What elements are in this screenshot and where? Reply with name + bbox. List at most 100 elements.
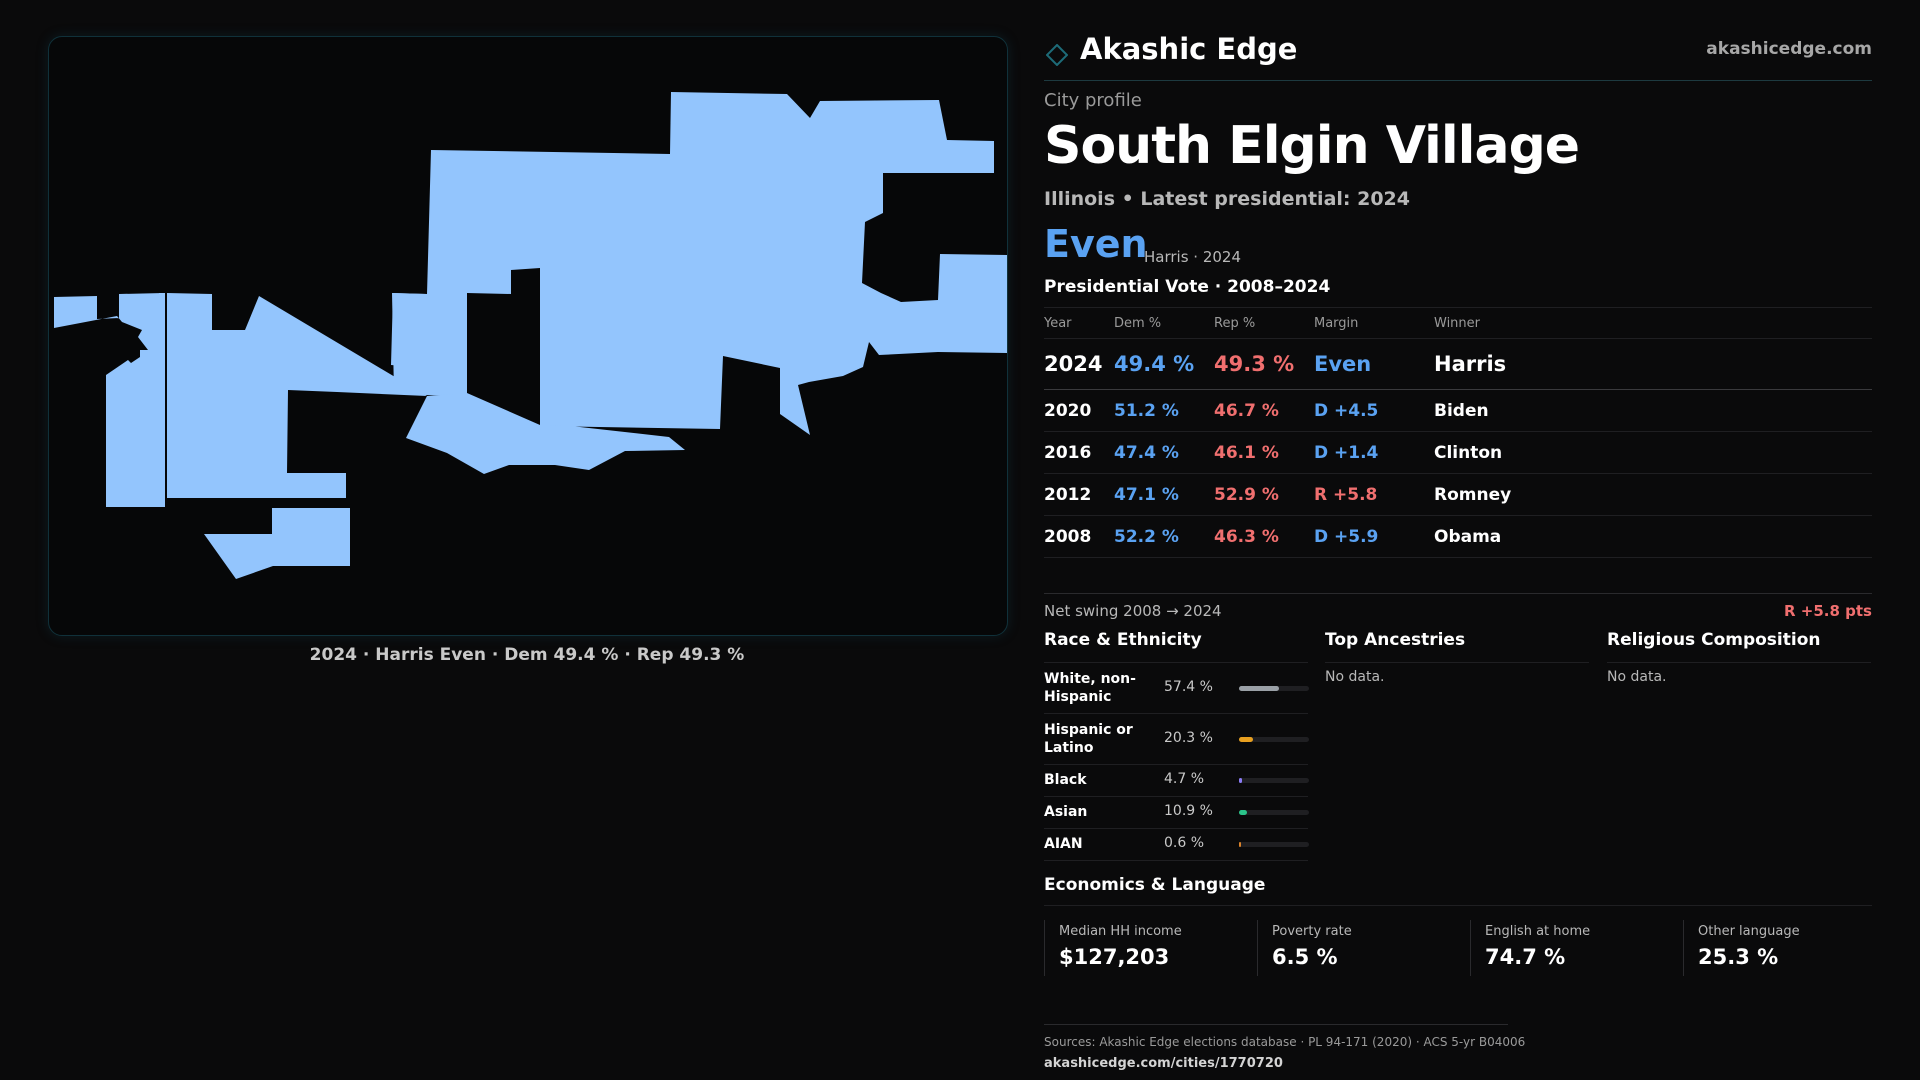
race-pct: 57.4 % (1164, 679, 1213, 695)
stat-english-at-home: English at home 74.7 % (1470, 920, 1681, 976)
table-row: 2016 47.4 % 46.1 % D +1.4 Clinton (1044, 431, 1872, 474)
race-row-hispanic: Hispanic or Latino 20.3 % (1044, 714, 1309, 765)
cell-dem: 49.4 % (1114, 338, 1214, 390)
footer-divider (1044, 1024, 1508, 1025)
cell-margin: R +5.8 (1314, 473, 1434, 516)
sources-note: Sources: Akashic Edge elections database… (1044, 1035, 1526, 1049)
race-ethnicity-section: Race & Ethnicity White, non-Hispanic 57.… (1044, 630, 1309, 861)
ancestries-section: Top Ancestries No data. (1325, 630, 1589, 685)
stat-value: 74.7 % (1485, 945, 1566, 969)
page-title: South Elgin Village (1044, 116, 1580, 176)
race-pct: 10.9 % (1164, 803, 1213, 819)
presidential-vote-title: Presidential Vote · 2008–2024 (1044, 277, 1331, 297)
race-label: White, non-Hispanic (1044, 671, 1136, 705)
cell-rep: 52.9 % (1214, 473, 1314, 516)
cell-margin: D +1.4 (1314, 431, 1434, 474)
brand-header: Akashic Edge akashicedge.com (1044, 30, 1872, 81)
headline-winner: Harris · 2024 (1144, 248, 1242, 266)
race-row-black: Black 4.7 % (1044, 765, 1309, 797)
presidential-vote-table: Year Dem % Rep % Margin Winner 2024 49.4… (1044, 307, 1872, 558)
cell-margin: Even (1314, 338, 1434, 390)
table-header-row: Year Dem % Rep % Margin Winner (1044, 307, 1872, 339)
race-bar-fill (1239, 778, 1242, 783)
stat-label: Other language (1698, 924, 1800, 939)
race-pct: 20.3 % (1164, 730, 1213, 746)
headline-margin: Even (1044, 222, 1148, 266)
profile-panel: Akashic Edge akashicedge.com City profil… (1044, 30, 1872, 1071)
table-row: 2024 49.4 % 49.3 % Even Harris (1044, 338, 1872, 390)
economics-stats: Median HH income $127,203 Poverty rate 6… (1044, 920, 1872, 976)
cell-dem: 47.4 % (1114, 431, 1214, 474)
stat-label: Median HH income (1059, 924, 1182, 939)
race-bar-track (1239, 686, 1309, 691)
race-row-asian: Asian 10.9 % (1044, 797, 1309, 829)
stat-other-language: Other language 25.3 % (1683, 920, 1894, 976)
religion-empty: No data. (1607, 669, 1667, 685)
cell-dem: 51.2 % (1114, 389, 1214, 432)
cell-rep: 46.3 % (1214, 515, 1314, 558)
cell-year: 2016 (1044, 431, 1114, 474)
race-bar-fill (1239, 686, 1279, 691)
religion-title: Religious Composition (1607, 630, 1871, 663)
cell-winner: Harris (1434, 338, 1872, 390)
race-row-white: White, non-Hispanic 57.4 % (1044, 663, 1309, 714)
race-pct: 0.6 % (1164, 835, 1205, 851)
race-label: Black (1044, 772, 1087, 788)
stat-median-income: Median HH income $127,203 (1044, 920, 1255, 976)
religion-section: Religious Composition No data. (1607, 630, 1871, 685)
page-kicker: City profile (1044, 90, 1142, 111)
cell-rep: 49.3 % (1214, 338, 1314, 390)
race-label: Hispanic or Latino (1044, 722, 1133, 756)
column-header-rep: Rep % (1214, 307, 1314, 339)
table-row: 2012 47.1 % 52.9 % R +5.8 Romney (1044, 473, 1872, 516)
cell-winner: Biden (1434, 389, 1872, 432)
stat-value: 25.3 % (1698, 945, 1779, 969)
cell-winner: Clinton (1434, 431, 1872, 474)
cell-margin: D +5.9 (1314, 515, 1434, 558)
net-swing-value: R +5.8 pts (1784, 602, 1872, 620)
column-header-year: Year (1044, 307, 1114, 339)
cell-year: 2020 (1044, 389, 1114, 432)
race-ethnicity-title: Race & Ethnicity (1044, 630, 1308, 663)
map-caption: 2024 · Harris Even · Dem 49.4 % · Rep 49… (309, 645, 745, 665)
brand-url-link[interactable]: akashicedge.com (1706, 39, 1872, 59)
economics-title: Economics & Language (1044, 875, 1872, 906)
state-subline: Illinois • Latest presidential: 2024 (1044, 188, 1411, 210)
stat-label: Poverty rate (1272, 924, 1352, 939)
stat-label: English at home (1485, 924, 1591, 939)
cell-rep: 46.1 % (1214, 431, 1314, 474)
brand-diamond-icon (1046, 44, 1068, 66)
race-bar-fill (1239, 810, 1247, 815)
stat-value: $127,203 (1059, 945, 1170, 969)
race-label: Asian (1044, 804, 1088, 820)
stat-poverty-rate: Poverty rate 6.5 % (1257, 920, 1468, 976)
table-row: 2020 51.2 % 46.7 % D +4.5 Biden (1044, 389, 1872, 432)
net-swing-label: Net swing 2008 → 2024 (1044, 602, 1222, 620)
race-bar-fill (1239, 842, 1241, 847)
column-header-margin: Margin (1314, 307, 1434, 339)
stat-value: 6.5 % (1272, 945, 1338, 969)
cell-rep: 46.7 % (1214, 389, 1314, 432)
race-bar-track (1239, 810, 1309, 815)
permalink[interactable]: akashicedge.com/cities/1770720 (1044, 1056, 1283, 1071)
brand-name: Akashic Edge (1080, 32, 1298, 66)
city-boundary-shape (54, 92, 1007, 579)
cell-year: 2012 (1044, 473, 1114, 516)
column-header-winner: Winner (1434, 307, 1872, 339)
cell-dem: 47.1 % (1114, 473, 1214, 516)
cell-year: 2008 (1044, 515, 1114, 558)
race-bar-track (1239, 778, 1309, 783)
race-bar-track (1239, 737, 1309, 742)
cell-winner: Romney (1434, 473, 1872, 516)
ancestries-title: Top Ancestries (1325, 630, 1589, 663)
race-bar-track (1239, 842, 1309, 847)
cell-year: 2024 (1044, 338, 1114, 390)
ancestries-empty: No data. (1325, 669, 1385, 685)
race-label: AIAN (1044, 836, 1083, 852)
table-row: 2008 52.2 % 46.3 % D +5.9 Obama (1044, 515, 1872, 558)
race-bar-fill (1239, 737, 1253, 742)
cell-dem: 52.2 % (1114, 515, 1214, 558)
cell-margin: D +4.5 (1314, 389, 1434, 432)
city-boundary-map (48, 36, 1008, 636)
column-header-dem: Dem % (1114, 307, 1214, 339)
